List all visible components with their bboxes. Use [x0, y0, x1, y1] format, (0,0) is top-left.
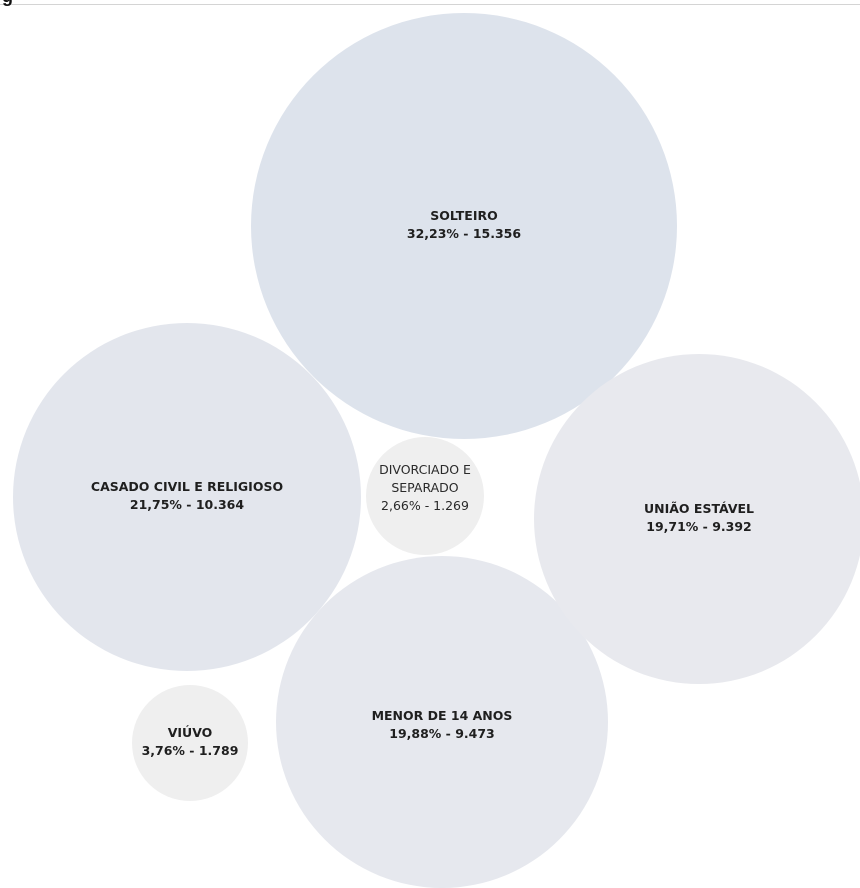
- bubble-circle[interactable]: [13, 323, 361, 671]
- bubble-value-label: 2,66% - 1.269: [381, 498, 469, 513]
- bubble-value-label: 32,23% - 15.356: [407, 226, 521, 241]
- header-title: g: [2, 0, 13, 7]
- bubble-divorciado-e-separado[interactable]: DIVORCIADO E SEPARADO 2,66% - 1.269: [366, 437, 484, 555]
- bubble-category-label: DIVORCIADO E: [379, 462, 471, 477]
- bubble-circle[interactable]: [251, 13, 677, 439]
- bubble-category-label: SOLTEIRO: [430, 208, 498, 223]
- bubble-value-label: 19,88% - 9.473: [389, 726, 495, 741]
- bubble-category-label: SEPARADO: [391, 480, 458, 495]
- bubble-circle[interactable]: [366, 437, 484, 555]
- bubble-category-label: MENOR DE 14 ANOS: [372, 708, 513, 723]
- bubble-category-label: VIÚVO: [168, 725, 213, 740]
- bubble-value-label: 21,75% - 10.364: [130, 497, 244, 512]
- bubble-casado-civil-e-religioso[interactable]: CASADO CIVIL E RELIGIOSO 21,75% - 10.364: [13, 323, 361, 671]
- bubble-solteiro[interactable]: SOLTEIRO 32,23% - 15.356: [251, 13, 677, 439]
- bubble-value-label: 3,76% - 1.789: [142, 743, 239, 758]
- bubble-circle[interactable]: [132, 685, 248, 801]
- bubble-category-label: CASADO CIVIL E RELIGIOSO: [91, 479, 283, 494]
- bubble-viuvo[interactable]: VIÚVO 3,76% - 1.789: [132, 685, 248, 801]
- bubble-category-label: UNIÃO ESTÁVEL: [644, 501, 754, 516]
- bubble-menor-de-14-anos[interactable]: MENOR DE 14 ANOS 19,88% - 9.473: [276, 556, 608, 888]
- top-divider: [0, 4, 860, 5]
- bubble-value-label: 19,71% - 9.392: [646, 519, 752, 534]
- bubble-circle[interactable]: [534, 354, 860, 684]
- bubble-circle[interactable]: [276, 556, 608, 888]
- bubble-uniao-estavel[interactable]: UNIÃO ESTÁVEL 19,71% - 9.392: [534, 354, 860, 684]
